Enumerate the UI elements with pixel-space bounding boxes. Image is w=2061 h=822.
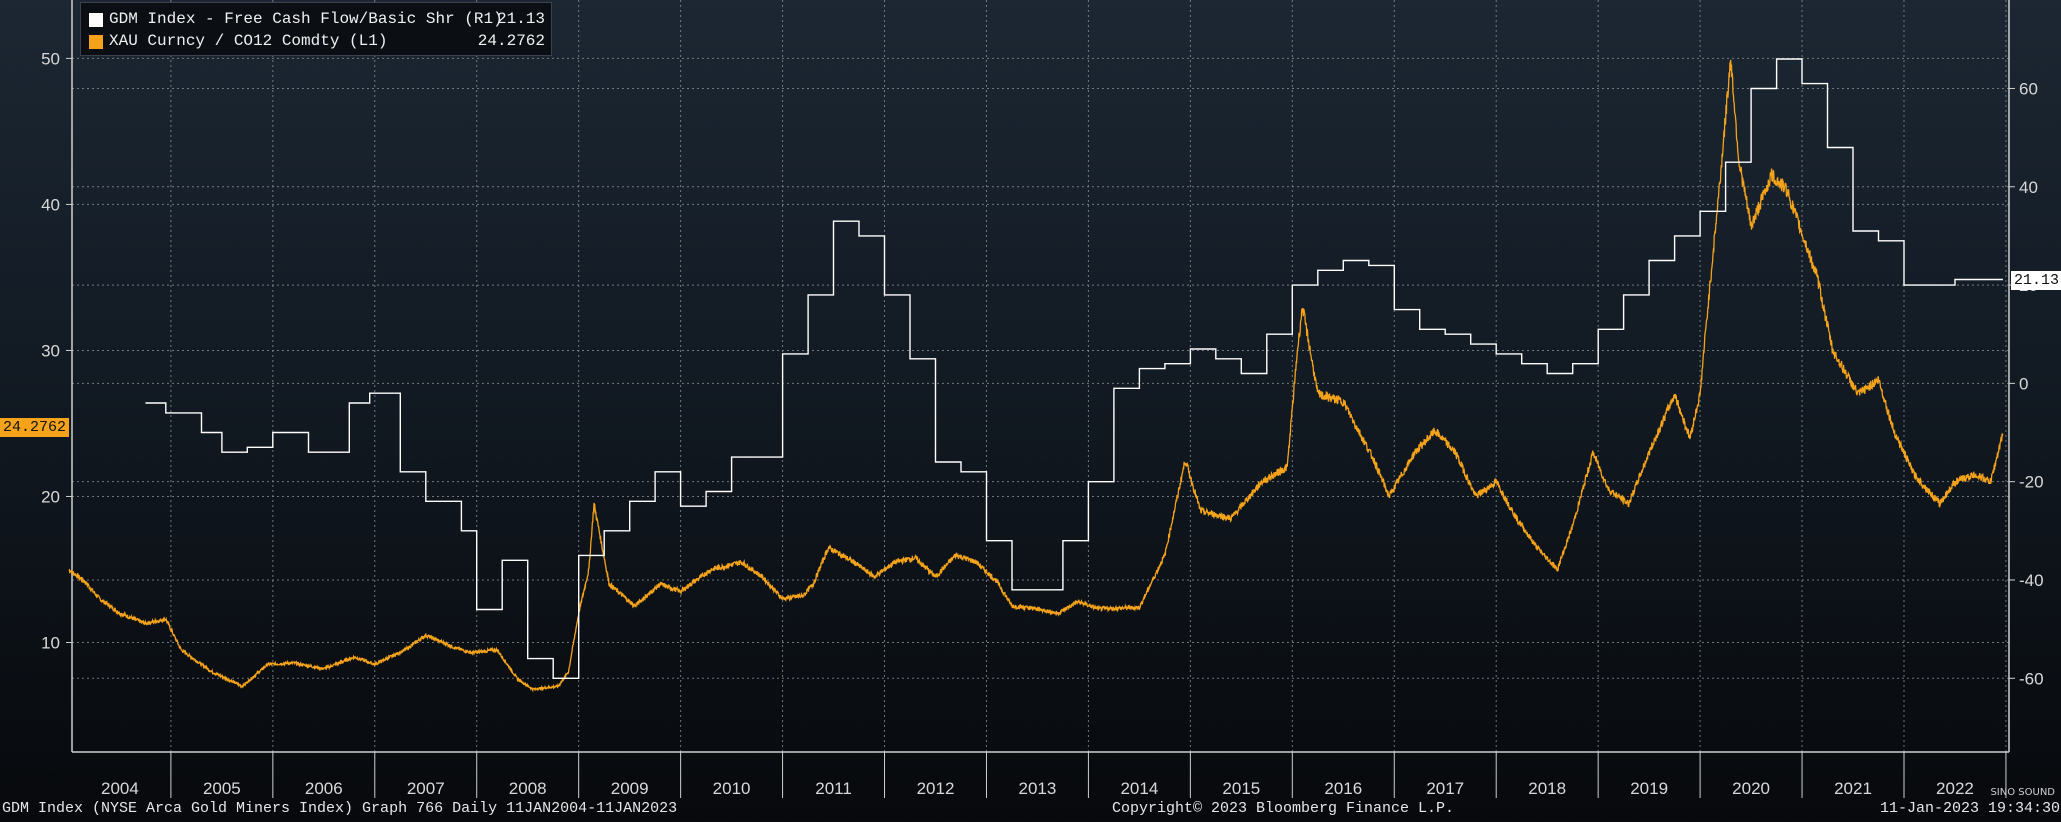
series-line-fcf bbox=[145, 58, 2003, 679]
x-tick-label-2019: 2019 bbox=[1630, 779, 1668, 798]
left-tick-label-20: 20 bbox=[41, 487, 60, 506]
left-tick-label-10: 10 bbox=[41, 633, 60, 652]
legend-label-gold-ratio: XAU Curncy / CO12 Comdty (L1) bbox=[109, 32, 388, 50]
x-tick-label-2008: 2008 bbox=[509, 779, 547, 798]
series-line-gold-ratio bbox=[68, 59, 2004, 693]
legend-item-fcf: GDM Index - Free Cash Flow/Basic Shr (R1… bbox=[89, 9, 545, 31]
x-tick-label-2010: 2010 bbox=[713, 779, 751, 798]
x-tick-label-2020: 2020 bbox=[1732, 779, 1770, 798]
x-tick-label-2004: 2004 bbox=[101, 779, 139, 798]
right-tick-label--60: -60 bbox=[2019, 669, 2044, 688]
legend-item-gold-ratio: XAU Curncy / CO12 Comdty (L1) 24.2762 bbox=[89, 31, 545, 53]
legend-label-fcf: GDM Index - Free Cash Flow/Basic Shr (R1… bbox=[109, 10, 503, 28]
right-value-tag: 21.13 bbox=[2011, 271, 2061, 290]
x-tick-label-2005: 2005 bbox=[203, 779, 241, 798]
x-tick-label-2013: 2013 bbox=[1019, 779, 1057, 798]
legend: GDM Index - Free Cash Flow/Basic Shr (R1… bbox=[80, 2, 552, 56]
x-tick-label-2009: 2009 bbox=[611, 779, 649, 798]
left-tick-label-30: 30 bbox=[41, 341, 60, 360]
legend-swatch-gold-ratio bbox=[89, 35, 103, 49]
x-tick-label-2011: 2011 bbox=[815, 779, 852, 798]
right-axis-ticks: -60-40-200204060 bbox=[2009, 79, 2044, 688]
x-tick-label-2021: 2021 bbox=[1834, 779, 1872, 798]
footer-source: GDM Index (NYSE Arca Gold Miners Index) … bbox=[2, 800, 678, 817]
x-tick-label-2016: 2016 bbox=[1324, 779, 1362, 798]
left-value-tag: 24.2762 bbox=[0, 418, 70, 437]
x-tick-label-2018: 2018 bbox=[1528, 779, 1566, 798]
footer-timestamp: 11-Jan-2023 19:34:30 bbox=[1880, 800, 2061, 817]
right-tick-label-60: 60 bbox=[2019, 79, 2038, 98]
x-tick-label-2007: 2007 bbox=[407, 779, 445, 798]
legend-swatch-fcf bbox=[89, 13, 103, 27]
legend-value-fcf: 21.13 bbox=[496, 10, 545, 28]
footer: GDM Index (NYSE Arca Gold Miners Index) … bbox=[0, 798, 2061, 822]
right-tick-label-0: 0 bbox=[2019, 374, 2028, 393]
left-tick-label-40: 40 bbox=[41, 195, 60, 214]
x-axis-ticks: 2004 2005 2006 2007 2008 2009 2010 2011 2012 2013… bbox=[101, 752, 2007, 798]
series-layer bbox=[68, 58, 2004, 693]
plot-frame bbox=[71, 0, 2010, 753]
right-tick-label--20: -20 bbox=[2019, 473, 2044, 492]
right-tick-label-40: 40 bbox=[2019, 178, 2038, 197]
right-tick-label--40: -40 bbox=[2019, 571, 2044, 590]
left-tick-label-50: 50 bbox=[41, 49, 60, 68]
x-tick-label-2017: 2017 bbox=[1426, 779, 1464, 798]
watermark-logo: SINO SOUND bbox=[1990, 787, 2055, 798]
x-tick-label-2006: 2006 bbox=[305, 779, 343, 798]
x-tick-label-2015: 2015 bbox=[1222, 779, 1260, 798]
x-tick-label-2022: 2022 bbox=[1936, 779, 1974, 798]
x-tick-label-2012: 2012 bbox=[917, 779, 955, 798]
legend-value-gold-ratio: 24.2762 bbox=[477, 32, 545, 50]
x-tick-label-2014: 2014 bbox=[1120, 779, 1158, 798]
footer-copyright: Copyright© 2023 Bloomberg Finance L.P. bbox=[1112, 800, 1455, 817]
grid bbox=[72, 0, 2009, 752]
left-axis-ticks: 10 20 30 40 50 bbox=[41, 49, 72, 652]
